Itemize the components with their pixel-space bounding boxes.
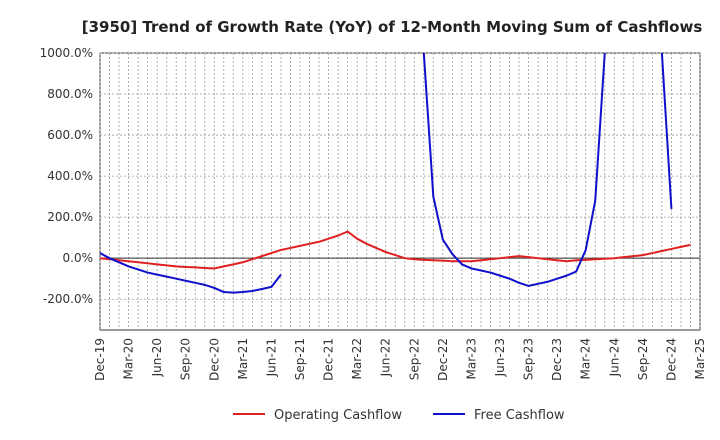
x-tick-label: Sep-20	[179, 338, 193, 380]
x-tick-label: Mar-24	[579, 338, 593, 379]
x-tick-label: Mar-23	[464, 338, 478, 379]
x-tick-label: Dec-23	[550, 338, 564, 381]
y-tick-label: 600.0%	[47, 128, 93, 142]
y-tick-label: -200.0%	[43, 292, 93, 306]
x-tick-label: Dec-24	[664, 338, 678, 381]
x-tick-label: Jun-23	[493, 338, 507, 377]
x-tick-label: Jun-22	[379, 338, 393, 377]
x-tick-label: Sep-23	[522, 338, 536, 380]
free-cashflow-line	[100, 252, 282, 294]
x-tick-label: Jun-21	[264, 338, 278, 377]
x-tick-label: Mar-20	[122, 338, 136, 379]
legend-label-free-cashflow: Free Cashflow	[474, 408, 565, 423]
y-tick-label: 400.0%	[47, 169, 93, 183]
x-tick-label: Dec-20	[207, 338, 221, 381]
legend: Operating Cashflow Free Cashflow	[233, 408, 565, 423]
x-tick-label: Dec-21	[322, 338, 336, 381]
x-tick-label: Sep-21	[293, 338, 307, 380]
x-tick-label: Mar-21	[236, 338, 250, 379]
y-tick-label: 1000.0%	[40, 46, 93, 60]
x-axis-ticks: Dec-19 Mar-20 Jun-20 Sep-20 Dec-20 Mar-21 Jun-…	[93, 338, 707, 381]
x-tick-label: Sep-24	[636, 338, 650, 380]
chart-title: [3950] Trend of Growth Rate (YoY) of 12-…	[82, 18, 703, 36]
free-cashflow-line	[660, 53, 673, 210]
x-tick-label: Mar-25	[693, 338, 707, 379]
x-tick-label: Sep-22	[407, 338, 421, 380]
plot-border	[99, 52, 701, 331]
y-tick-label: 800.0%	[47, 87, 93, 101]
y-tick-label: 0.0%	[63, 251, 94, 265]
x-tick-label: Dec-19	[93, 338, 107, 381]
y-axis-ticks: 1000.0% 800.0% 600.0% 400.0% 200.0% 0.0% -200.…	[40, 46, 93, 306]
x-tick-label: Dec-22	[436, 338, 450, 381]
x-tick-label: Mar-22	[350, 338, 364, 379]
series-lines	[100, 53, 691, 294]
plot-area	[99, 52, 701, 331]
x-tick-label: Jun-20	[150, 338, 164, 377]
y-tick-label: 200.0%	[47, 210, 93, 224]
x-tick-label: Jun-24	[607, 338, 621, 377]
free-cashflow-line	[422, 53, 606, 287]
legend-label-operating-cashflow: Operating Cashflow	[274, 408, 402, 423]
operating-cashflow-line	[100, 230, 691, 270]
